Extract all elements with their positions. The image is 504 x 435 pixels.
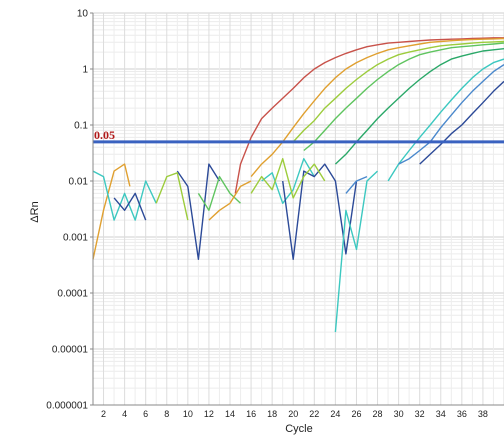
series-line-15 bbox=[208, 180, 252, 221]
series-line-9 bbox=[419, 80, 504, 165]
series-line-11 bbox=[113, 192, 147, 221]
x-tick-label: 10 bbox=[183, 409, 193, 419]
x-tick-label: 26 bbox=[351, 409, 361, 419]
y-tick-label: 0.01 bbox=[69, 177, 89, 188]
x-tick-label: 6 bbox=[143, 409, 148, 419]
series-line-20 bbox=[345, 175, 368, 194]
x-tick-label: 32 bbox=[415, 409, 425, 419]
y-tick-label: 10 bbox=[77, 9, 89, 20]
series-line-3 bbox=[250, 37, 504, 178]
x-tick-label: 2 bbox=[101, 409, 106, 419]
x-tick-label: 36 bbox=[457, 409, 467, 419]
series-line-7 bbox=[387, 58, 504, 182]
x-tick-label: 14 bbox=[225, 409, 235, 419]
x-tick-label: 20 bbox=[288, 409, 298, 419]
y-tick-label: 0.1 bbox=[74, 121, 88, 132]
series-line-8 bbox=[398, 64, 504, 165]
y-axis-title: ΔRn bbox=[29, 201, 41, 222]
series-line-12 bbox=[176, 163, 221, 260]
series-line-10 bbox=[92, 170, 157, 221]
x-tick-label: 22 bbox=[309, 409, 319, 419]
series-line-2 bbox=[92, 163, 131, 260]
y-tick-label: 0.0001 bbox=[57, 289, 88, 300]
series-line-17 bbox=[282, 163, 358, 260]
series-group bbox=[92, 37, 504, 333]
x-tick-label: 12 bbox=[204, 409, 214, 419]
x-tick-label: 30 bbox=[394, 409, 404, 419]
x-tick-label: 16 bbox=[246, 409, 256, 419]
x-tick-label: 18 bbox=[267, 409, 277, 419]
x-tick-label: 38 bbox=[478, 409, 488, 419]
x-tick-label: 4 bbox=[122, 409, 127, 419]
y-tick-label: 0.00001 bbox=[52, 345, 89, 356]
x-tick-label: 28 bbox=[373, 409, 383, 419]
grid bbox=[92, 12, 504, 406]
series-line-16 bbox=[261, 157, 315, 205]
x-tick-label: 24 bbox=[330, 409, 340, 419]
y-tick-label: 1 bbox=[82, 65, 88, 76]
x-tick-label: 34 bbox=[436, 409, 446, 419]
x-axis-title: Cycle bbox=[285, 423, 313, 435]
threshold: 0.05 bbox=[93, 128, 504, 144]
series-line-13 bbox=[155, 172, 189, 221]
threshold-label: 0.05 bbox=[94, 128, 115, 142]
series-line-5 bbox=[303, 42, 504, 152]
y-tick-label: 0.001 bbox=[63, 233, 88, 244]
series-line-4 bbox=[292, 40, 504, 143]
series-line-1 bbox=[234, 37, 504, 194]
y-tick-label: 0.000001 bbox=[46, 401, 88, 412]
series-line-18 bbox=[250, 157, 326, 199]
series-line-19 bbox=[334, 170, 378, 333]
series-line-6 bbox=[334, 48, 504, 165]
x-tick-label: 8 bbox=[164, 409, 169, 419]
